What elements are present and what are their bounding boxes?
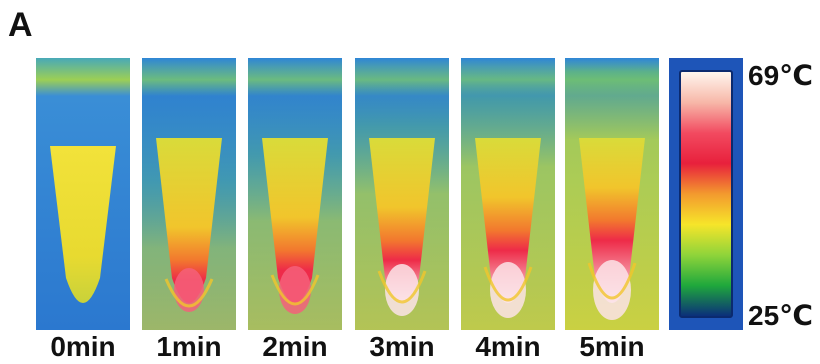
time-label: 4min bbox=[475, 331, 541, 362]
time-label: 5min bbox=[579, 331, 645, 362]
time-label: 0min bbox=[50, 331, 116, 362]
time-label: 1min bbox=[156, 331, 222, 362]
thermal-image-3min bbox=[355, 58, 449, 330]
thermal-image-0min bbox=[36, 58, 130, 330]
scale-min-label: 25℃ bbox=[748, 300, 814, 331]
panel-letter: A bbox=[8, 6, 33, 44]
thermal-image-4min bbox=[461, 58, 555, 330]
time-label: 3min bbox=[369, 331, 435, 362]
temperature-gradient bbox=[679, 70, 733, 318]
time-label: 2min bbox=[262, 331, 328, 362]
scale-max-label: 69℃ bbox=[748, 60, 814, 91]
thermal-image-5min bbox=[565, 58, 659, 330]
temperature-scale-bar bbox=[669, 58, 743, 330]
thermal-image-1min bbox=[142, 58, 236, 330]
thermal-image-2min bbox=[248, 58, 342, 330]
